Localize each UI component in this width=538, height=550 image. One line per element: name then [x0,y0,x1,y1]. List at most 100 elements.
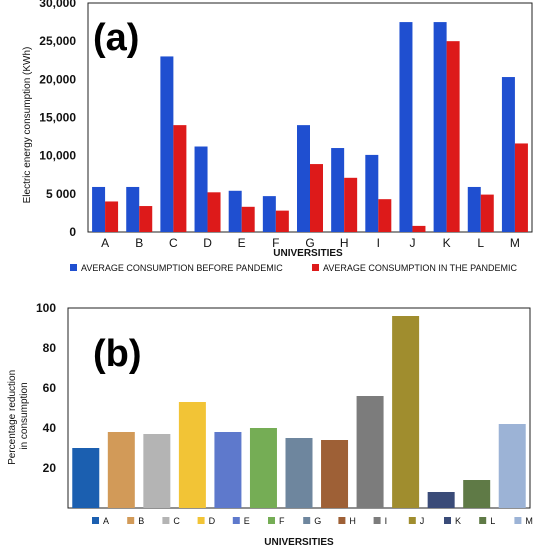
y-tick-label: 80 [43,341,57,355]
y-tick-label: 20 [43,461,57,475]
bar-before-C [160,56,174,232]
bar-during-D [207,192,221,232]
legend-a: AVERAGE CONSUMPTION BEFORE PANDEMIC AVERA… [70,263,518,273]
bar-during-M [514,143,528,232]
panel-label-b: (b) [93,333,142,375]
bar-F [249,428,277,508]
legend-label: AVERAGE CONSUMPTION BEFORE PANDEMIC [81,263,283,273]
bar-G [285,438,313,508]
legend-label: J [420,516,425,526]
y-tick-label: 5 000 [46,187,76,201]
legend-swatch [70,264,77,271]
bar-before-A [92,186,106,232]
bar-during-H [344,177,358,232]
y-tick-label: 40 [43,421,57,435]
x-axis-title-a: UNIVERSITIES [273,248,343,259]
legend-label: B [138,516,144,526]
bar-A [72,448,100,508]
bar-during-A [105,201,119,232]
legend-label: H [349,516,356,526]
bar-during-B [139,206,153,232]
y-axis-title-b: Percentage reduction in consumption [7,367,30,465]
legend-label: I [385,516,388,526]
y-axis-title-a: Electric energy consumption (KWh) [22,47,33,204]
bar-K [427,492,455,508]
bar-before-M [501,77,515,232]
legend-swatch [232,517,240,524]
legend-swatch [444,517,451,524]
y-ticks-a: 0 5 000 10,000 15,000 20,000 25,000 30,000 [39,0,76,239]
legend-swatch [479,517,487,524]
x-tick-label: I [377,236,380,250]
legend-label: C [173,516,180,526]
legend-label: L [490,516,495,526]
bar-during-E [241,206,255,232]
bar-M [498,424,526,508]
chart-a: (a) Electric energy consumption (KWh) 0 5… [22,0,533,273]
y-tick-label: 25,000 [39,34,76,48]
legend-swatch [312,264,319,271]
legend-swatch [127,517,135,524]
legend-swatch [92,517,99,524]
y-tick-label: 0 [69,225,76,239]
y-ticks-b: 20 40 60 80 100 [36,301,56,475]
y-tick-label: 60 [43,381,57,395]
chart-b: (b) Percentage reduction in consumption … [7,301,533,548]
bar-during-G [310,164,323,232]
legend-label: A [103,516,109,526]
y-tick-label: 30,000 [39,0,76,10]
legend-swatch [303,517,311,524]
bar-B [107,432,135,508]
legend-label: M [525,516,533,526]
bar-before-G [297,125,310,232]
bar-J [392,316,420,508]
legend-swatch [268,517,275,524]
bar-before-E [228,190,242,232]
y-tick-label: 10,000 [39,149,76,163]
x-tick-label: B [135,236,143,250]
bar-during-J [412,225,426,232]
bar-before-K [433,22,447,233]
legend-label: E [244,516,250,526]
bar-L [463,480,491,508]
bar-before-J [399,22,413,233]
bar-I [356,396,384,508]
x-tick-label: A [101,236,109,250]
bar-during-L [480,194,494,232]
x-tick-label: D [203,236,212,250]
x-tick-label: F [272,236,279,250]
bar-E [214,432,242,508]
x-tick-label: L [477,236,484,250]
legend-swatch [338,517,346,524]
bar-before-F [262,196,276,232]
bar-C [143,434,171,508]
x-tick-label: C [169,236,178,250]
y-tick-label: 15,000 [39,111,76,125]
legend-label: D [209,516,216,526]
legend-swatch [162,517,170,524]
bar-H [321,440,349,508]
y-tick-label: 100 [36,301,56,315]
y-axis-title-b-line2: in consumption [19,382,30,449]
x-tick-label: K [443,236,451,250]
x-axis-title-b: UNIVERSITIES [264,537,334,548]
bar-D [178,402,206,508]
x-tick-label: M [510,236,520,250]
bar-before-D [194,146,208,232]
legend-swatch [514,517,522,524]
x-tick-label: G [305,236,314,250]
x-tick-label: J [409,236,415,250]
x-ticks-a: A B C D E F G H I J K L M [101,236,520,250]
bars-b [72,316,526,508]
legend-label: G [314,516,321,526]
legend-label: AVERAGE CONSUMPTION IN THE PANDEMIC [323,263,518,273]
panel-label-a: (a) [93,17,139,59]
bar-during-C [173,125,187,232]
bar-before-H [331,148,345,232]
legend-label: F [279,516,285,526]
legend-swatch [408,517,416,524]
bars-a [92,22,528,233]
y-tick-label: 20,000 [39,72,76,86]
bar-before-L [467,186,481,232]
bar-before-B [126,186,140,232]
